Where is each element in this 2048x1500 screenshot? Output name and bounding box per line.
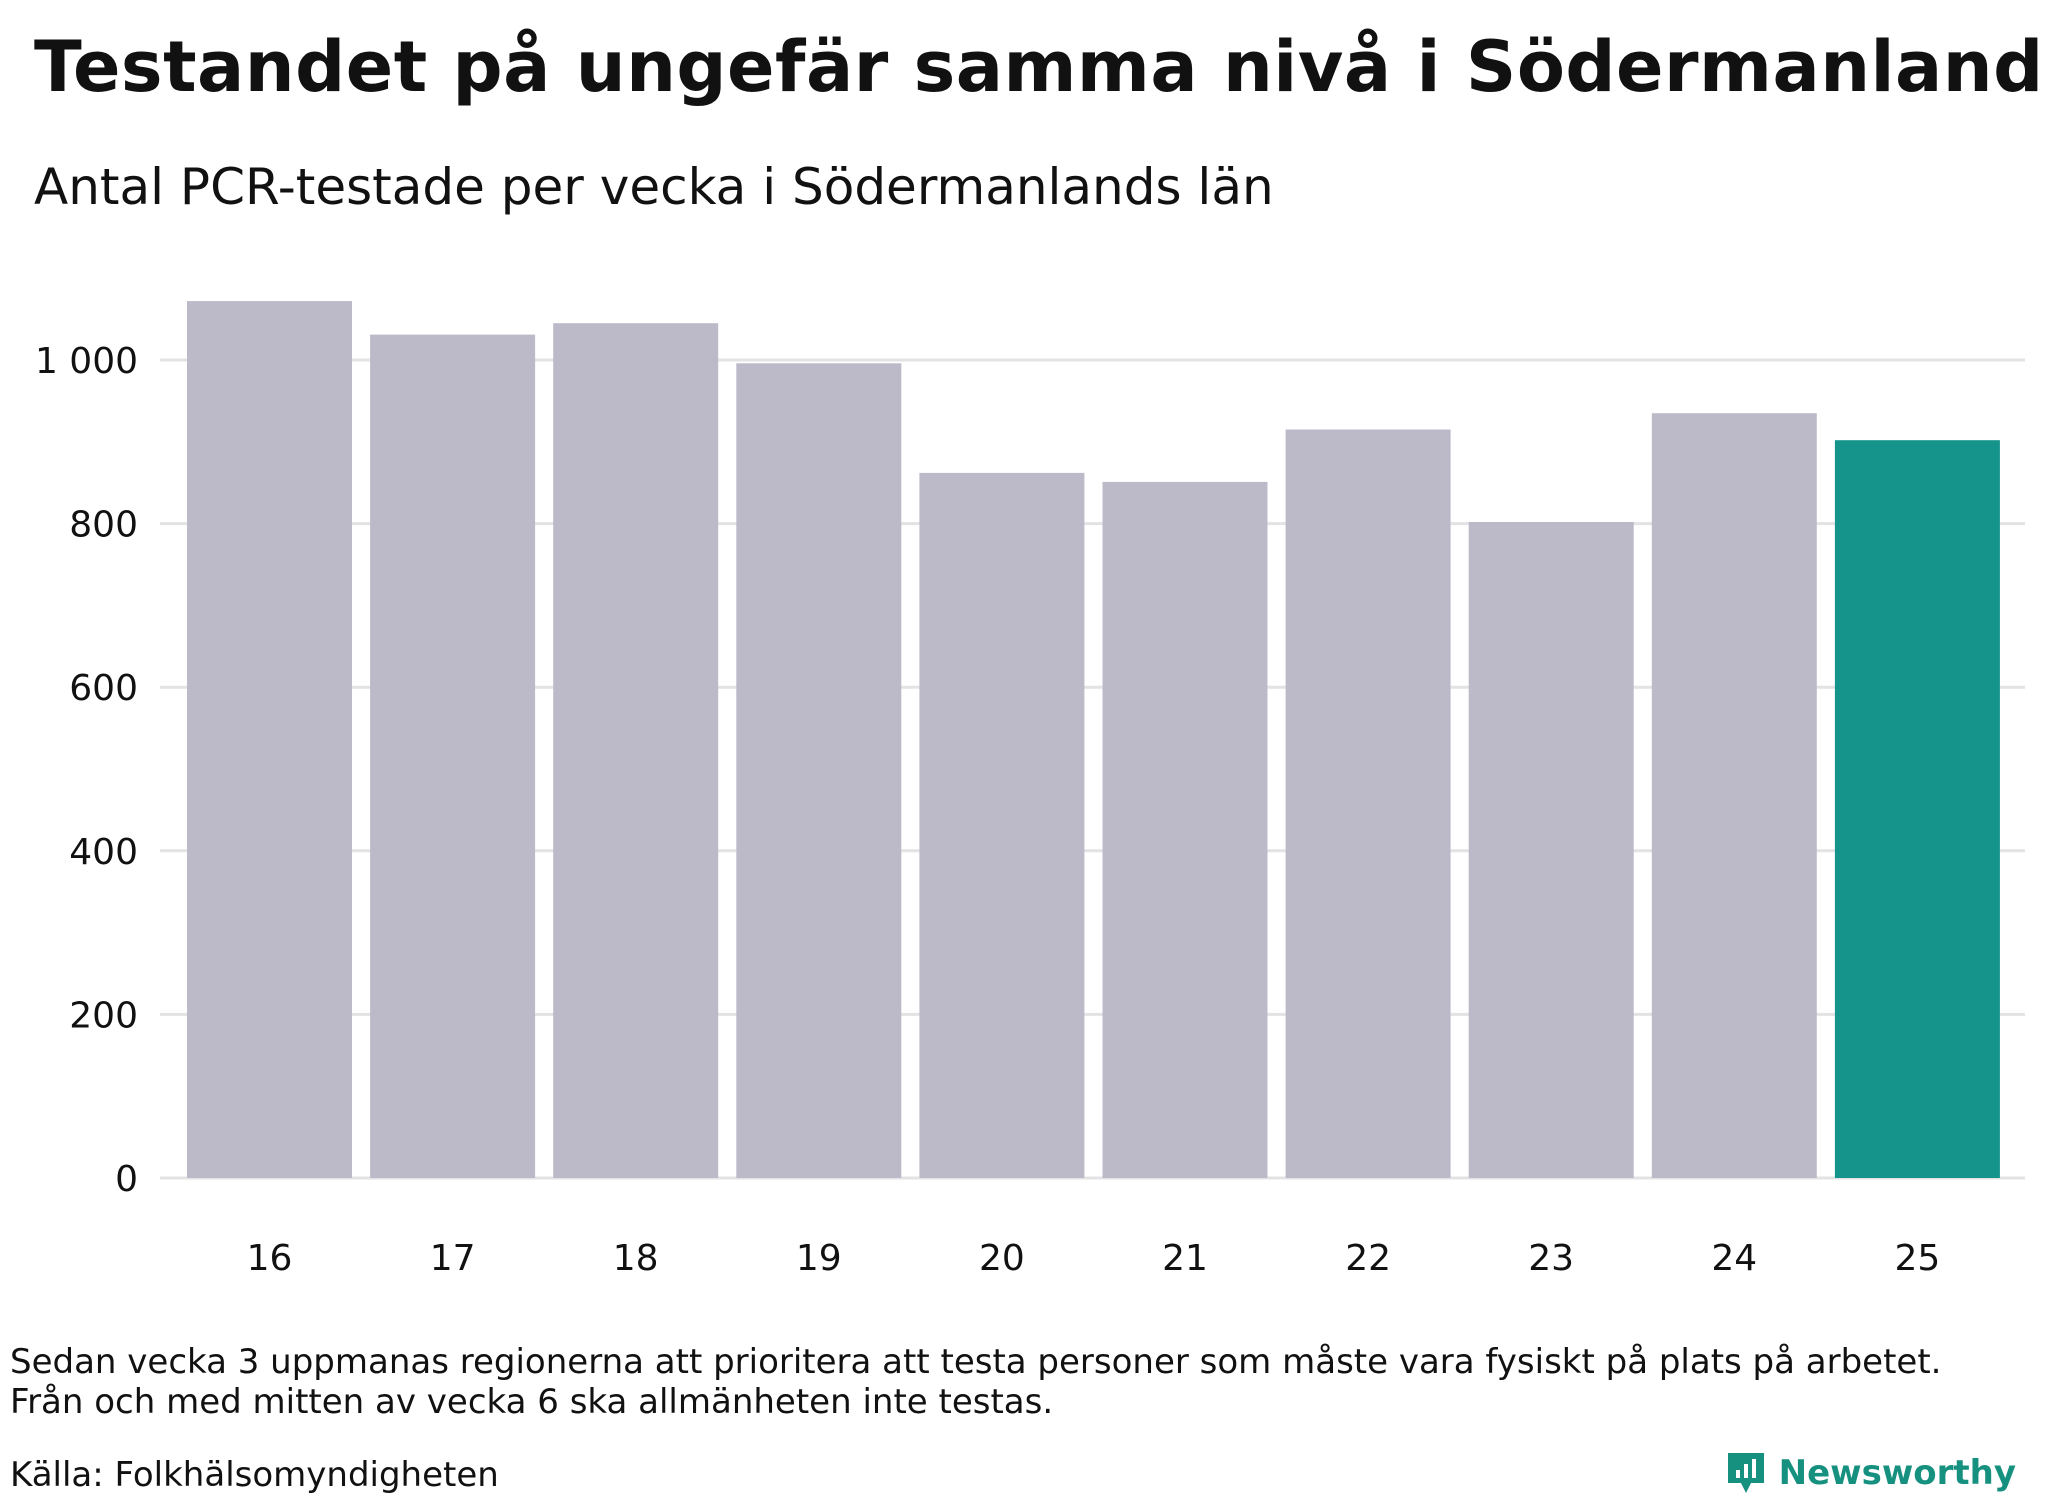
y-axis-ticks: 0 200 400 600 800 1 000 [35, 341, 138, 1200]
x-tick-label: 25 [1894, 1238, 1940, 1279]
chart-footnote: Sedan vecka 3 uppmanas regionerna att pr… [10, 1342, 2030, 1422]
newsworthy-logo: Newsworthy [1725, 1448, 2016, 1498]
y-tick-label: 1 000 [35, 341, 138, 382]
source-credit: Källa: Folkhälsomyndigheten [10, 1455, 499, 1495]
x-tick-label: 19 [796, 1238, 842, 1279]
bar-week-21 [1102, 481, 1268, 1178]
bar-week-17 [370, 334, 536, 1179]
footnote-line-1: Sedan vecka 3 uppmanas regionerna att pr… [10, 1342, 1942, 1382]
y-tick-label: 0 [115, 1159, 138, 1200]
bar-week-22 [1285, 429, 1451, 1178]
bar-week-19 [736, 363, 902, 1178]
y-tick-label: 600 [69, 668, 138, 709]
x-tick-label: 21 [1162, 1238, 1208, 1279]
chart-subtitle: Antal PCR-testade per vecka i Södermanla… [34, 158, 1274, 216]
newsworthy-chart-icon [1727, 1453, 1764, 1493]
y-tick-label: 800 [69, 505, 138, 546]
x-tick-label: 17 [430, 1238, 476, 1279]
bar-week-25 [1834, 440, 2000, 1178]
bar-week-20 [919, 472, 1085, 1178]
y-tick-label: 200 [69, 995, 138, 1036]
bar-week-24 [1651, 413, 1817, 1178]
bar-week-23 [1468, 522, 1634, 1178]
y-tick-label: 400 [69, 832, 138, 873]
x-tick-label: 18 [613, 1238, 659, 1279]
x-tick-label: 24 [1711, 1238, 1757, 1279]
x-tick-label: 16 [247, 1238, 293, 1279]
bar-week-18 [553, 323, 719, 1178]
chart-title: Testandet på ungefär samma nivå i Söderm… [34, 26, 2044, 108]
x-tick-label: 22 [1345, 1238, 1391, 1279]
footnote-line-2: Från och med mitten av vecka 6 ska allmä… [10, 1382, 1054, 1422]
bar-week-16 [187, 301, 352, 1179]
bars [187, 301, 2000, 1179]
brand-name: Newsworthy [1778, 1453, 2016, 1493]
x-tick-label: 23 [1528, 1238, 1574, 1279]
x-tick-label: 20 [979, 1238, 1025, 1279]
x-axis-ticks: 16 17 18 19 20 21 22 23 24 25 [247, 1238, 1941, 1279]
